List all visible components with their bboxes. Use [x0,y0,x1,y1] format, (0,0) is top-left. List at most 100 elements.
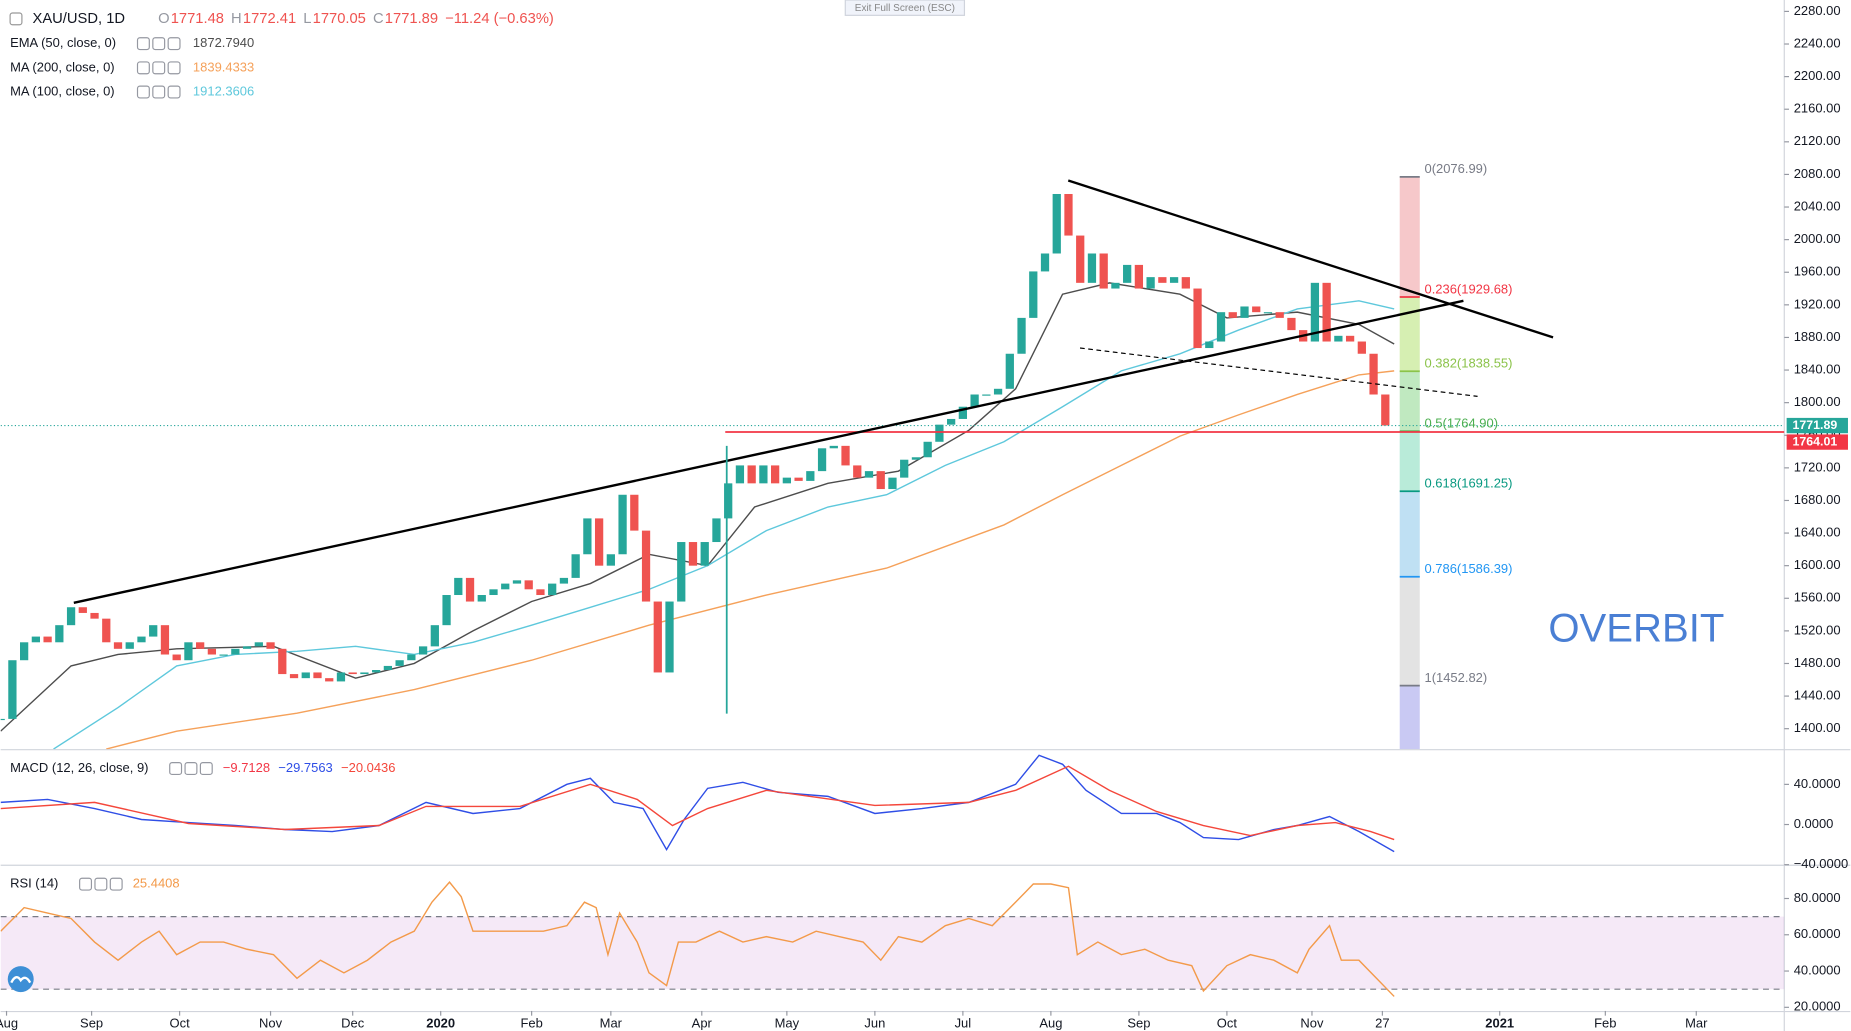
candle [1357,341,1366,354]
candle [700,542,709,566]
watermark: OVERBIT [1548,607,1724,651]
candle [630,494,639,531]
series-line [0,754,1395,853]
indicator-value: −29.7563 [278,760,332,775]
candle [888,477,897,490]
quote-change: −11.24 (−0.63%) [445,11,554,27]
quote-key: L [303,11,311,27]
candle [536,589,545,596]
y-tick-label: 40.0000 [1794,776,1841,791]
legend-icon[interactable] [184,762,198,776]
quote-value: 1772.41 [243,11,296,27]
series-line [0,282,1395,732]
candle [594,518,604,566]
fib-band [1399,371,1420,432]
candle [90,612,99,619]
candle [841,445,850,466]
indicator-value: −20.0436 [341,760,395,775]
legend-icon[interactable] [94,877,108,891]
y-tick-label: 0.0000 [1794,816,1834,831]
exit-fullscreen-label[interactable]: Exit Full Screen (ESC) [855,3,955,14]
trendline [73,299,1464,604]
candle [970,394,979,407]
x-tick-label: Sep [1127,1015,1150,1030]
candle [383,665,393,671]
y-tick-label: 2000.00 [1794,231,1841,246]
quote-value: 1771.89 [385,11,438,27]
legend-icon[interactable] [152,37,166,51]
symbol-icon[interactable] [9,12,23,26]
candle [55,625,64,643]
candle [817,448,827,472]
fib-band [1399,176,1420,297]
legend-icon[interactable] [79,877,93,891]
price-label-box [1786,434,1848,450]
legend-icon[interactable] [136,85,150,99]
legend-icon[interactable] [109,877,123,891]
y-tick-label: 2160.00 [1794,101,1841,116]
candle [571,554,580,578]
candle [1252,306,1261,313]
candle [900,459,909,478]
candle [231,648,240,655]
y-tick-label: 1400.00 [1794,720,1841,735]
legend-icon[interactable] [152,61,166,75]
quote-value: 1771.48 [171,11,224,27]
x-tick-label: Sep [80,1015,103,1030]
candle [1064,193,1073,236]
legend-icon[interactable] [167,37,181,51]
candle [1099,253,1108,289]
exit-fullscreen-button[interactable] [844,0,966,16]
candle [993,388,1003,395]
candle [20,642,29,661]
legend-icon[interactable] [167,61,181,75]
legend-icon[interactable] [136,61,150,75]
plot-layer: 1400.00 1440.00 1480.00 1520.00 1560.00 1600.… [0,3,1848,1031]
legend-icon[interactable] [169,762,183,776]
x-tick-label: 2021 [1485,1015,1514,1030]
candle [1076,235,1085,283]
legend-icon[interactable] [136,37,150,51]
indicator-value: 1839.4333 [193,59,254,74]
candle [325,678,334,682]
candle [207,648,217,655]
y-tick-label: 60.0000 [1794,926,1841,941]
fib-label: 0.5(1764.90) [1424,416,1498,431]
x-tick-label: Feb [520,1015,542,1030]
pane [0,881,1785,997]
legend-icon[interactable] [199,762,213,776]
candle [1205,341,1214,349]
price-label-box [1786,417,1848,434]
y-tick-label: 80.0000 [1794,890,1841,905]
x-tick-label: Oct [170,1015,191,1030]
x-tick-label: May [775,1015,800,1030]
legend-icon[interactable] [152,85,166,99]
indicator-name: EMA (50, close, 0) [10,35,116,50]
y-tick-label: 2120.00 [1794,133,1841,148]
y-tick-label: 20.0000 [1794,999,1841,1014]
candle [958,406,968,419]
y-tick-label: 1720.00 [1794,459,1841,474]
candle [559,577,569,584]
candle [160,625,170,655]
candle [8,660,17,719]
candle [1240,306,1249,318]
y-tick-label: 2200.00 [1794,68,1841,83]
candle [372,670,381,673]
x-tick-label: Feb [1594,1015,1616,1030]
candle [911,457,921,460]
candle [1369,353,1378,395]
candle [1263,312,1273,314]
y-tick-label: 1640.00 [1794,524,1841,539]
candle [524,580,533,590]
candle [947,418,956,425]
candle [688,542,698,566]
candle [512,580,522,584]
legend-icon[interactable] [167,85,181,99]
candle [853,465,862,478]
series-line [106,370,1395,750]
drawings [73,179,1554,714]
candle [724,483,733,519]
